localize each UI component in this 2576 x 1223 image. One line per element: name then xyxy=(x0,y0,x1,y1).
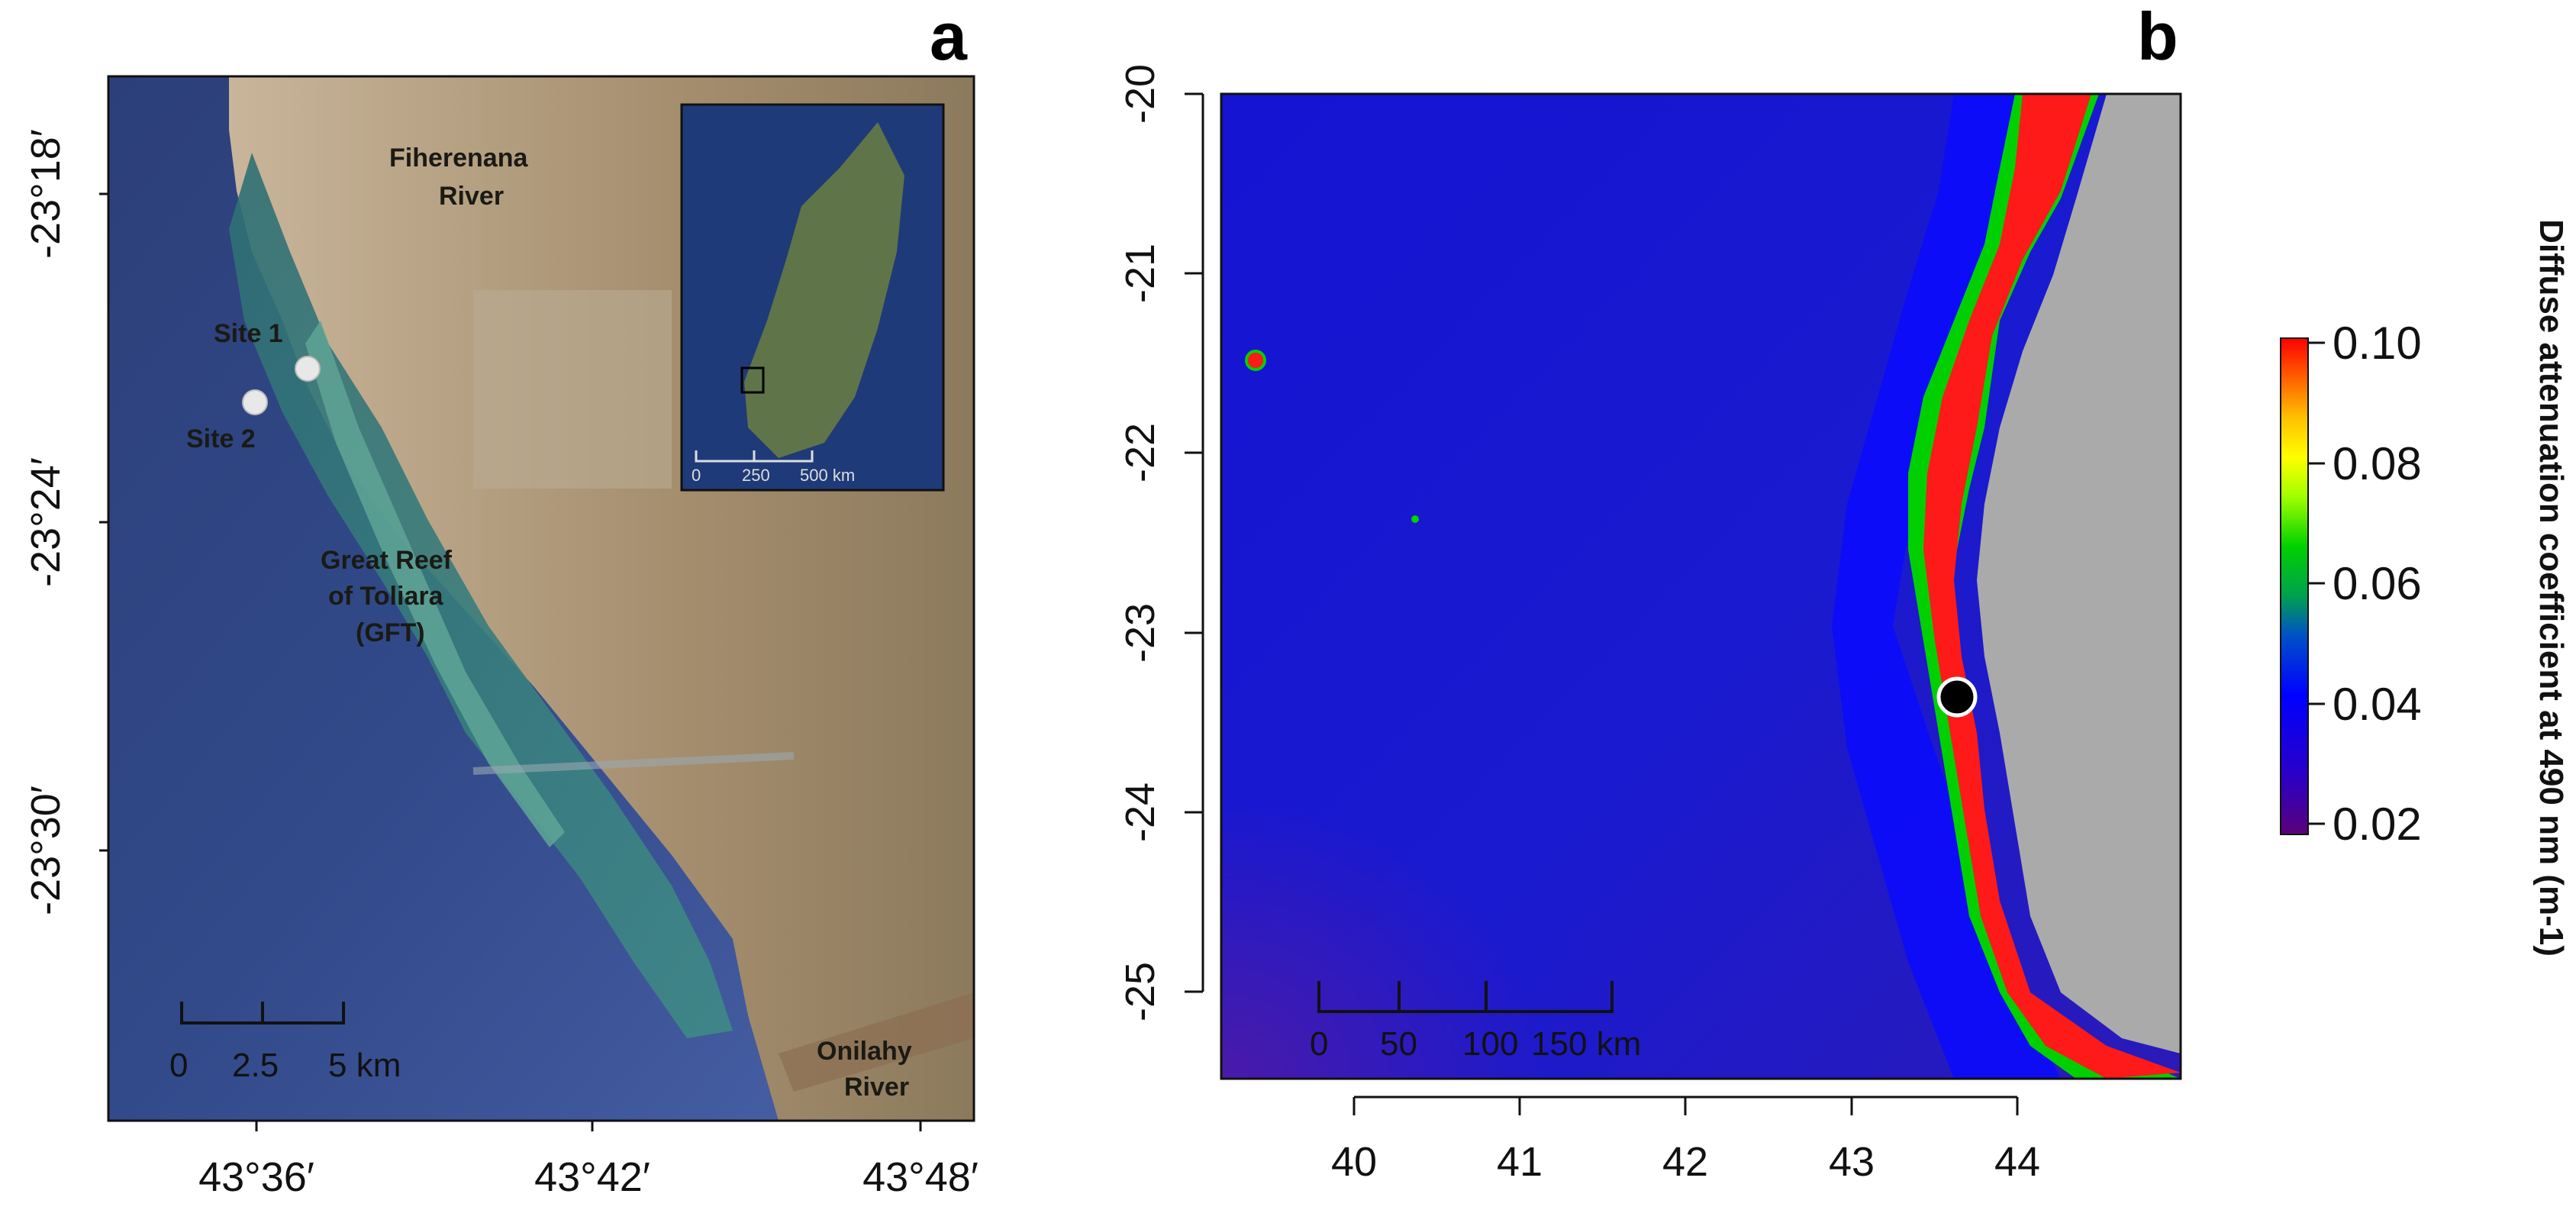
colorbar-title: Diffuse attenuation coefficient at 490 n… xyxy=(2532,219,2570,957)
x-tick-b: 41 xyxy=(1497,1139,1543,1185)
colorbar-tick: 0.08 xyxy=(2333,438,2422,489)
reef-label-1: Great Reef xyxy=(321,546,453,575)
panel-b-x-axis: 40 41 42 43 44 xyxy=(1331,1096,2040,1185)
x-tick-a: 43°36′ xyxy=(198,1154,314,1200)
panel-a-frame xyxy=(107,75,975,1122)
lagoon xyxy=(229,153,733,1038)
colorbar-tick: 0.06 xyxy=(2333,558,2422,609)
svg-text:0: 0 xyxy=(169,1047,188,1084)
panel-a: a Fiherenana River Site 1 Site 2 Great R… xyxy=(23,0,978,1200)
svg-text:0: 0 xyxy=(1310,1025,1328,1063)
y-tick-a: -23°24′ xyxy=(23,457,69,587)
study-site-marker xyxy=(1936,676,1978,718)
madagascar-shape xyxy=(744,122,904,458)
svg-text:50: 50 xyxy=(1380,1025,1417,1063)
panel-a-letter: a xyxy=(930,0,968,74)
panel-a-x-axis: 43°36′ 43°42′ 43°48′ xyxy=(198,1121,978,1200)
colorbar-tick: 0.10 xyxy=(2333,318,2422,369)
onilahy-label-1: Onilahy xyxy=(817,1037,912,1066)
scale-bar-b: 0 50 100 150 km xyxy=(1310,981,1641,1063)
offshore-high-point xyxy=(1245,350,1266,371)
reef-label-2: of Toliara xyxy=(328,582,444,611)
svg-text:500 km: 500 km xyxy=(800,466,855,485)
y-tick-b: -25 xyxy=(1117,962,1163,1021)
y-tick-b: -22 xyxy=(1117,423,1163,482)
x-tick-b: 43 xyxy=(1829,1139,1875,1185)
coastal-band xyxy=(1832,94,2061,1079)
x-tick-b: 44 xyxy=(1994,1139,2040,1185)
panel-b-letter: b xyxy=(2137,0,2178,74)
y-tick-a: -23°18′ xyxy=(23,129,69,259)
y-tick-b: -20 xyxy=(1117,64,1163,124)
causeway xyxy=(472,752,795,775)
site2-marker xyxy=(242,389,268,415)
scale-bar-a: 0 2.5 5 km xyxy=(169,1002,401,1084)
x-tick-b: 42 xyxy=(1662,1139,1708,1185)
inset-map: 0 250 500 km xyxy=(680,103,945,492)
fiherenana-label-2: River xyxy=(439,182,504,211)
svg-text:150 km: 150 km xyxy=(1531,1025,1641,1063)
site1-label: Site 1 xyxy=(214,319,283,348)
svg-text:0: 0 xyxy=(692,466,701,485)
colorbar-tick: 0.02 xyxy=(2333,799,2422,850)
x-tick-b: 40 xyxy=(1331,1139,1377,1185)
colorbar-gradient xyxy=(2280,337,2309,835)
svg-text:5 km: 5 km xyxy=(328,1047,401,1084)
svg-text:100: 100 xyxy=(1462,1025,1518,1063)
svg-text:250: 250 xyxy=(742,466,770,485)
reef-label-3: (GFT) xyxy=(356,618,425,647)
high-kd-strip xyxy=(1923,94,2181,1079)
river-channel xyxy=(779,992,974,1092)
inset-locator-box xyxy=(740,366,765,394)
fiherenana-label-1: Fiherenana xyxy=(389,144,528,173)
colorbar-tick: 0.04 xyxy=(2333,679,2422,730)
city-area xyxy=(473,290,672,489)
y-tick-b: -21 xyxy=(1117,244,1163,303)
svg-text:2.5: 2.5 xyxy=(232,1047,279,1084)
y-tick-b: -24 xyxy=(1117,783,1163,842)
low-kd-region xyxy=(1221,611,1755,1079)
panel-a-y-axis: -23°18′ -23°24′ -23°30′ xyxy=(23,129,108,915)
panel-b-y-axis: -20 -21 -22 -23 -24 -25 xyxy=(1117,64,1204,1021)
y-tick-b: -23 xyxy=(1117,603,1163,663)
land xyxy=(1977,94,2181,1079)
panel-b-frame xyxy=(1220,92,2182,1080)
reef-flat xyxy=(305,321,565,847)
x-tick-a: 43°48′ xyxy=(862,1154,978,1200)
colorbar: 0.10 0.08 0.06 0.04 0.02 Diffuse attenua… xyxy=(2280,219,2570,957)
site2-label: Site 2 xyxy=(186,424,256,453)
site1-marker xyxy=(295,356,321,382)
y-tick-a: -23°30′ xyxy=(23,786,69,915)
onilahy-label-2: River xyxy=(844,1073,909,1102)
panel-b: b 0 50 100 150 km xyxy=(1117,0,2570,1185)
kd490-map: 0 50 100 150 km xyxy=(1221,94,2181,1079)
x-tick-a: 43°42′ xyxy=(534,1154,650,1200)
offshore-point xyxy=(1411,515,1419,523)
